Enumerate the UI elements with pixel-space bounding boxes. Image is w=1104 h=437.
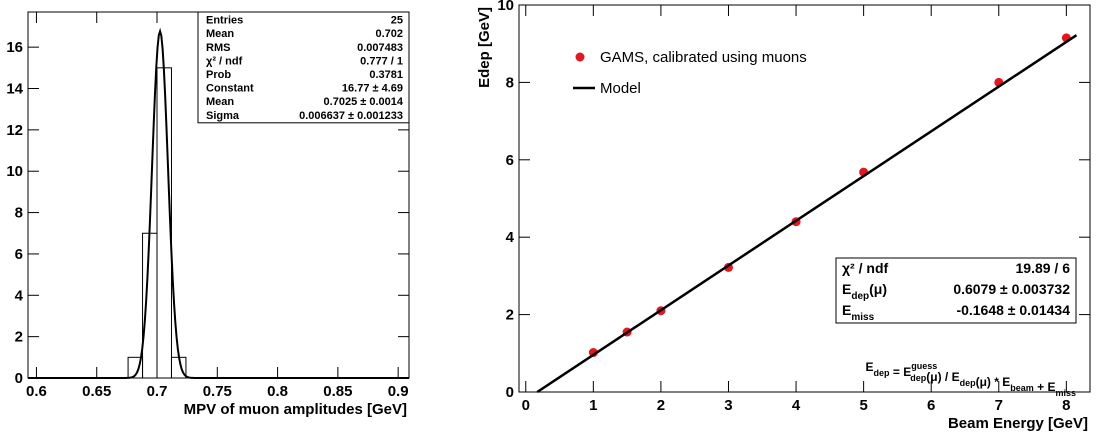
y-tick-label: 0 (506, 384, 514, 401)
legend-label: GAMS, calibrated using muons (600, 49, 807, 66)
formula: Edep = Eguess dep(μ) / Edep(μ) * Ebeam + … (865, 360, 1076, 398)
subscript: dep (851, 291, 869, 302)
stats-label: χ² / ndf (842, 260, 888, 276)
x-tick-label: 0.8 (267, 383, 288, 400)
y-axis-label: Edep [GeV] (476, 7, 493, 88)
x-tick-label: 0.85 (323, 383, 352, 400)
text-part: + E (1034, 380, 1056, 394)
y-tick-label: 6 (506, 152, 514, 169)
x-tick-label: 0.6 (26, 383, 47, 400)
subscript: dep (910, 373, 927, 383)
superscript: guess (911, 361, 937, 371)
subscript: beam (1010, 383, 1034, 393)
plot-frame (518, 4, 1091, 393)
stats-label: Entries (206, 15, 243, 27)
y-tick-label: 10 (497, 0, 514, 14)
text-part: (μ) / E (926, 370, 959, 384)
x-tick-label: 2 (657, 397, 665, 414)
y-tick-label: 4 (506, 229, 515, 246)
stats-label: Mean (206, 96, 234, 108)
stats-label: Prob (206, 69, 231, 81)
text-part: E (865, 360, 873, 374)
stats-value: 0.777 / 1 (360, 55, 403, 67)
stats-label: Constant (206, 83, 254, 95)
stats-box (835, 257, 1077, 324)
stats-label: χ² / ndf (206, 55, 243, 67)
stats-label: Mean (206, 28, 234, 40)
x-tick-label: 0 (522, 397, 530, 414)
subscript: dep (960, 378, 977, 388)
x-axis-label: Beam Energy [GeV] (948, 415, 1088, 432)
stats-label: Edep(μ) (842, 281, 887, 302)
stats-box (197, 11, 410, 124)
stats-value: 19.89 / 6 (1016, 260, 1071, 276)
text-part: (μ) (869, 281, 887, 297)
fit-curve (28, 27, 409, 379)
subscript: dep (874, 368, 891, 378)
text-part: E (842, 302, 851, 318)
stats-label: RMS (206, 42, 230, 54)
x-tick-label: 3 (724, 397, 732, 414)
stats-label: Emiss (842, 302, 875, 323)
legend-marker (575, 52, 585, 62)
y-tick-label: 12 (6, 122, 23, 139)
y-tick-label: 14 (6, 81, 23, 98)
y-tick-label: 8 (506, 74, 514, 91)
x-tick-label: 4 (792, 397, 801, 414)
y-tick-label: 2 (506, 307, 514, 324)
y-tick-label: 10 (6, 163, 23, 180)
stats-label: Sigma (206, 110, 240, 122)
stats-value: 16.77 ± 4.69 (342, 83, 403, 95)
subscript: miss (851, 312, 874, 323)
y-tick-label: 0 (15, 370, 23, 387)
stats-value: 0.006637 ± 0.001233 (299, 110, 403, 122)
stats-value: 0.7025 ± 0.0014 (324, 96, 404, 108)
x-tick-label: 0.75 (203, 383, 232, 400)
x-tick-label: 5 (859, 397, 867, 414)
y-tick-label: 4 (15, 287, 24, 304)
x-tick-label: 6 (927, 397, 935, 414)
x-tick-label: 7 (995, 397, 1003, 414)
y-tick-label: 6 (15, 246, 23, 263)
text-part: E (842, 281, 851, 297)
text-part: = E (890, 365, 912, 379)
stats-value: 0.007483 (357, 42, 403, 54)
stats-value: 0.6079 ± 0.003732 (953, 281, 1070, 297)
x-tick-label: 0.65 (82, 383, 111, 400)
model-line (536, 34, 1078, 394)
stats-value: -0.1648 ± 0.01434 (956, 302, 1070, 318)
stats-value: 0.702 (375, 28, 403, 40)
text-part: (μ) * E (976, 375, 1011, 389)
x-tick-label: 1 (589, 397, 597, 414)
histogram-bar (142, 232, 158, 379)
subscript: miss (1055, 388, 1076, 398)
x-tick-label: 0.7 (147, 383, 168, 400)
x-tick-label: 8 (1062, 397, 1070, 414)
y-tick-label: 16 (6, 39, 23, 56)
y-tick-label: 8 (15, 205, 23, 222)
y-tick-label: 2 (15, 329, 23, 346)
x-tick-label: 0.9 (388, 383, 409, 400)
stats-value: 25 (391, 15, 403, 27)
x-axis-label: MPV of muon amplitudes [GeV] (184, 401, 407, 418)
legend-label: Model (600, 80, 641, 97)
text-part: χ² / ndf (842, 260, 888, 276)
stats-value: 0.3781 (369, 69, 403, 81)
